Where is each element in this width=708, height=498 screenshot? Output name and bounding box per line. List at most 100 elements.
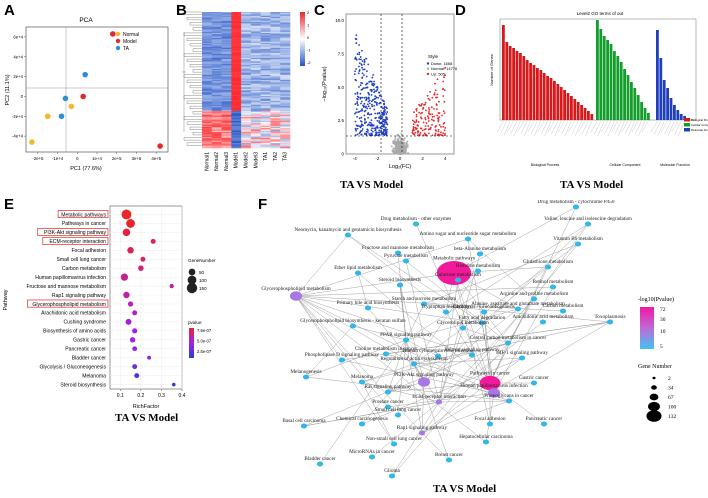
heatmap-cell: [280, 26, 291, 29]
network-node: [482, 439, 490, 445]
heatmap-cell: [221, 144, 232, 146]
heatmap-cell: [250, 130, 261, 133]
heatmap-cell: [270, 91, 281, 93]
volcano-point-up: [411, 119, 414, 122]
heatmap-cell: [202, 20, 213, 23]
volcano-point-up: [427, 132, 430, 135]
heatmap-cell: [270, 12, 281, 14]
heatmap-cell: [231, 75, 242, 77]
volcano-point-up: [415, 119, 418, 122]
volcano-point-up: [422, 121, 425, 124]
heatmap-cell: [260, 36, 271, 39]
heatmap-cell: [280, 123, 291, 125]
network-size-legend-dot: [651, 385, 657, 390]
kegg-size-legend-dot: [188, 268, 196, 276]
network-node: [530, 380, 538, 386]
network-node-label: Metabolic pathways: [433, 256, 475, 262]
volcano-point-up: [417, 124, 419, 127]
network-node-label: Pancreatic cancer: [526, 416, 563, 422]
heatmap-cell: [270, 107, 281, 109]
volcano-point-down: [355, 59, 358, 61]
network-size-legend-label: 2: [668, 376, 671, 382]
network-node-label: Arginine and proline metabolism: [500, 291, 569, 297]
heatmap-cell: [211, 98, 222, 101]
volcano-point-down: [379, 101, 382, 104]
network-node-label: Choline metabolism in cancer: [355, 346, 417, 352]
heatmap-cell: [260, 119, 271, 122]
heatmap-cell: [280, 46, 291, 49]
heatmap-cell: [241, 102, 252, 104]
heatmap-cell: [241, 96, 252, 98]
heatmap-cell: [280, 145, 291, 148]
heatmap-cell: [250, 135, 261, 138]
heatmap-cell: [202, 84, 213, 87]
heatmap-cell: [280, 139, 291, 141]
volcano-point-down: [354, 103, 357, 105]
go-bar-label-line: [678, 120, 685, 137]
volcano-point-normal: [402, 150, 404, 152]
heatmap-cell: [250, 112, 261, 114]
heatmap-cell: [260, 103, 271, 106]
heatmap-cell: [260, 56, 271, 59]
heatmap-cell: [270, 70, 281, 72]
heatmap-cell: [221, 50, 232, 52]
volcano-point-down: [354, 70, 357, 73]
heatmap-cell: [202, 77, 213, 80]
network-node-label: ECM-receptor interaction: [412, 394, 466, 400]
heatmap-cell: [221, 82, 232, 85]
heatmap-cell: [202, 136, 213, 139]
go-group-label: Cellular Component: [610, 163, 641, 167]
heatmap-cell: [280, 54, 291, 56]
go-bar: [539, 70, 543, 120]
heatmap-cell: [221, 84, 232, 87]
heatmap-cell: [241, 114, 252, 117]
volcano-point-down: [360, 120, 363, 123]
go-bar: [587, 111, 590, 120]
heatmap-cell: [280, 33, 291, 35]
volcano-point-up: [433, 108, 435, 110]
heatmap-cell: [211, 117, 222, 119]
network-node: [290, 291, 302, 301]
heatmap-cell: [280, 97, 291, 99]
heatmap-cell: [241, 92, 252, 94]
heatmap-cell: [221, 128, 232, 130]
volcano-point-up: [413, 133, 416, 136]
pca-ytick-label: 0: [21, 94, 24, 99]
heatmap-cell: [280, 99, 291, 102]
heatmap-cell: [221, 23, 232, 25]
kegg-dot: [121, 209, 132, 220]
heatmap-cell: [280, 72, 291, 75]
volcano-point-normal: [392, 142, 395, 145]
heatmap-scale-label: -1: [307, 48, 311, 53]
heatmap-cell: [202, 97, 213, 99]
volcano-point-down: [370, 113, 373, 116]
volcano-point-down: [358, 53, 361, 56]
volcano-point-down: [369, 107, 371, 110]
heatmap-cells: [202, 12, 291, 149]
heatmap-cell: [241, 107, 252, 109]
heatmap-cell: [280, 114, 291, 117]
volcano-point-down: [373, 101, 376, 103]
heatmap-cell: [241, 139, 252, 141]
go-bar-chart: Level2 GO terms of out Biological Proces…: [489, 11, 708, 167]
heatmap-cell: [221, 26, 232, 29]
heatmap-cell: [202, 49, 213, 51]
heatmap-cell: [241, 36, 252, 39]
heatmap-cell: [280, 87, 291, 89]
go-bar-label-line: [527, 120, 535, 133]
heatmap-cell: [221, 46, 232, 49]
heatmap-cell: [202, 31, 213, 34]
kegg-xtick-label: 0.4: [179, 393, 186, 399]
go-bar: [647, 113, 650, 120]
heatmap-cell: [241, 63, 252, 66]
heatmap-cell: [250, 44, 261, 46]
heatmap-cell: [250, 96, 261, 98]
volcano-point-down: [363, 63, 366, 66]
heatmap-cell: [260, 26, 271, 29]
heatmap-cell: [280, 101, 291, 103]
heatmap-cell: [241, 105, 252, 108]
go-bar: [609, 44, 613, 120]
volcano-point-down: [361, 49, 363, 52]
heatmap-cell: [250, 122, 261, 124]
